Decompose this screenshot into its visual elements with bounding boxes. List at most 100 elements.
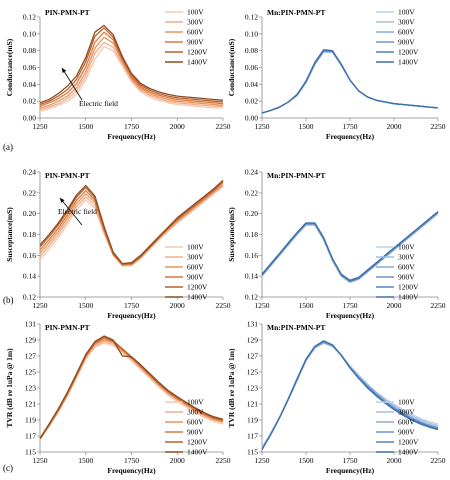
- y-tick-label: 121: [25, 400, 37, 409]
- legend-entry: 100V: [187, 243, 204, 252]
- legend-entry: 1200V: [398, 48, 419, 57]
- x-axis-title: Frequency(Hz): [107, 466, 156, 475]
- annotation-arrow-line: [61, 67, 83, 101]
- annotation-text: Electric field: [58, 207, 97, 216]
- series-line-1400V: [261, 211, 439, 281]
- series-line-1200V: [39, 27, 224, 106]
- y-tick-label: 131: [25, 320, 37, 329]
- y-tick-label: 121: [247, 400, 259, 409]
- y-axis-title: Conductance(mS): [5, 38, 14, 96]
- legend-entry: 900V: [398, 428, 415, 437]
- y-tick-label: 125: [25, 368, 37, 377]
- legend-entry: 100V: [187, 8, 204, 17]
- x-axis-title: Frequency(Hz): [326, 466, 375, 475]
- x-tick-label: 2250: [216, 456, 231, 465]
- legend-entry: 900V: [398, 273, 415, 282]
- y-axis-title: Susceptance(mS): [5, 207, 14, 262]
- panel-title: PIN-PMN-PT: [45, 171, 90, 180]
- panel-title: Mn:PIN-PMN-PT: [267, 8, 325, 17]
- y-tick-label: 0.22: [245, 188, 258, 197]
- x-tick-label: 2250: [431, 122, 446, 131]
- chart-panel-1: 0.00 0.02 0.04 0.06 0.08 0.10 0.12 1250 1500 1750…: [5, 8, 231, 142]
- y-tick-label: 0.18: [245, 230, 258, 239]
- x-tick-label: 2250: [216, 301, 231, 310]
- row-label: (b): [3, 295, 14, 305]
- y-tick-label: 0.08: [23, 46, 36, 55]
- legend-entry: 600V: [187, 263, 204, 272]
- series-line-1400V: [261, 49, 439, 114]
- annotation-arrowhead: [60, 198, 65, 203]
- row-label: (a): [3, 142, 13, 152]
- y-tick-label: 115: [247, 448, 258, 457]
- y-tick-label: 0.12: [245, 13, 258, 22]
- y-tick-label: 129: [25, 336, 37, 345]
- x-tick-label: 2000: [387, 301, 402, 310]
- y-tick-label: 131: [247, 320, 259, 329]
- x-tick-label: 2000: [387, 456, 402, 465]
- y-tick-label: 0.04: [23, 80, 36, 89]
- series-line-600V: [39, 36, 224, 109]
- series-line-600V: [39, 183, 224, 266]
- x-tick-label: 2000: [170, 301, 185, 310]
- x-tick-label: 2000: [170, 456, 185, 465]
- y-tick-label: 0.16: [245, 251, 258, 260]
- x-tick-label: 2250: [216, 122, 231, 131]
- x-tick-label: 1500: [78, 456, 93, 465]
- chart-panel-5: 115 117 119 121 123 125 127 129 131 1250 1500 1750 2…: [5, 320, 231, 476]
- legend-entry: 1200V: [187, 283, 208, 292]
- x-tick-label: 1500: [299, 122, 314, 131]
- x-tick-label: 1750: [124, 301, 139, 310]
- y-tick-label: 127: [25, 352, 37, 361]
- legend-entry: 300V: [187, 18, 204, 27]
- y-tick-label: 0.02: [23, 97, 36, 106]
- x-axis-title: Frequency(Hz): [107, 311, 156, 320]
- legend-entry: 600V: [398, 418, 415, 427]
- y-tick-label: 0.24: [245, 168, 258, 177]
- x-tick-label: 2250: [431, 301, 446, 310]
- series-line-100V: [39, 45, 223, 112]
- y-tick-label: 127: [247, 352, 259, 361]
- y-tick-label: 0.08: [245, 46, 258, 55]
- y-tick-label: 129: [247, 336, 259, 345]
- y-tick-label: 0.14: [245, 272, 258, 281]
- x-tick-label: 1250: [255, 456, 270, 465]
- x-tick-label: 2000: [170, 122, 185, 131]
- x-axis-title: Frequency(Hz): [326, 132, 375, 141]
- x-tick-label: 1500: [78, 301, 93, 310]
- y-axis-title: Conductance(mS): [227, 38, 236, 96]
- y-tick-label: 0.18: [23, 230, 36, 239]
- legend-entry: 1200V: [187, 438, 208, 447]
- row-label: (c): [3, 463, 13, 473]
- y-tick-label: 0.20: [245, 209, 258, 218]
- y-tick-label: 0.24: [23, 168, 36, 177]
- series-line-100V: [39, 186, 224, 267]
- series-line-300V: [39, 41, 223, 111]
- legend-entry: 600V: [398, 263, 415, 272]
- y-tick-label: 117: [25, 432, 36, 441]
- y-tick-label: 0.00: [23, 114, 36, 123]
- legend-entry: 900V: [187, 273, 204, 282]
- y-tick-label: 0.06: [245, 63, 258, 72]
- y-tick-label: 0.22: [23, 188, 36, 197]
- x-tick-label: 1250: [33, 301, 48, 310]
- x-tick-label: 1750: [343, 122, 358, 131]
- x-tick-label: 1250: [255, 122, 270, 131]
- series-line-1400V: [39, 179, 224, 265]
- chart-panel-4: 0.12 0.14 0.16 0.18 0.20 0.22 0.24 1250 1500 1750…: [227, 168, 446, 321]
- y-tick-label: 0.20: [23, 209, 36, 218]
- legend-entry: 600V: [398, 28, 415, 37]
- y-tick-label: 123: [25, 384, 37, 393]
- x-axis-title: Frequency(Hz): [326, 311, 375, 320]
- x-tick-label: 2000: [387, 122, 402, 131]
- legend-entry: 900V: [187, 428, 204, 437]
- series-line-1400V: [39, 335, 224, 439]
- y-tick-label: 0.10: [23, 29, 36, 38]
- y-tick-label: 123: [247, 384, 259, 393]
- x-tick-label: 1500: [78, 122, 93, 131]
- chart-panel-3: 0.12 0.14 0.16 0.18 0.20 0.22 0.24 1250 1500 1750…: [5, 168, 231, 321]
- y-tick-label: 0.06: [23, 63, 36, 72]
- x-tick-label: 1750: [124, 122, 139, 131]
- chart-panel-6: 115 117 119 121 123 125 127 129 131 1250 1500 1750 2…: [227, 320, 446, 476]
- legend-entry: 100V: [398, 398, 415, 407]
